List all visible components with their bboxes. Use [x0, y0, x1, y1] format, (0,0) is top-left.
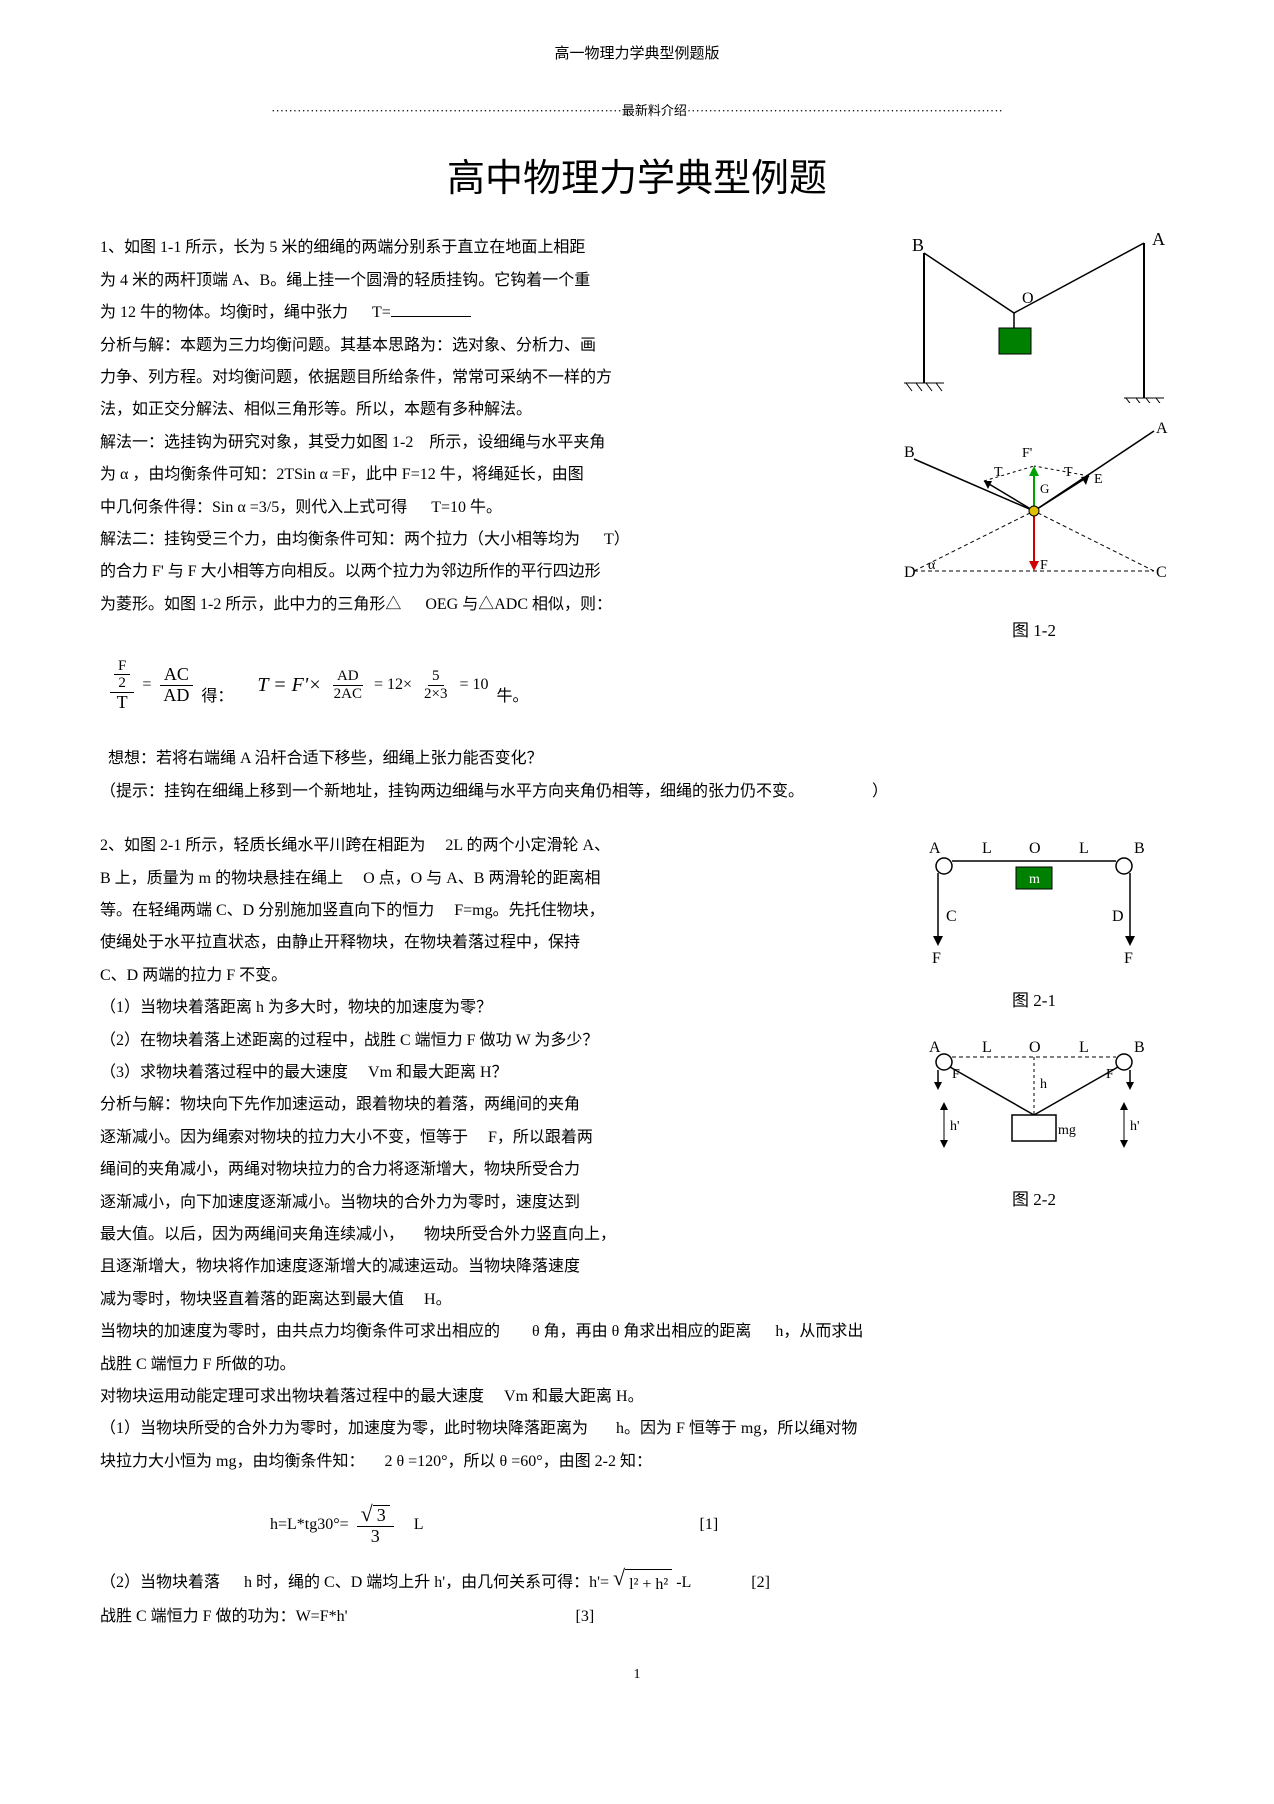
svg-text:B: B — [912, 235, 924, 255]
svg-text:F: F — [1106, 1067, 1114, 1082]
svg-text:A: A — [929, 840, 941, 857]
p1-line: 解法二：挂钩受三个力，由均衡条件可知：两个拉力（大小相等均为 T） — [100, 525, 874, 555]
svg-text:B: B — [1134, 840, 1145, 857]
p2-line: （2）在物块着落上述距离的过程中，战胜 C 端恒力 F 做功 W 为多少？ — [100, 1026, 874, 1056]
p2-line: 2、如图 2-1 所示，轻质长绳水平川跨在相距为 2L 的两个小定滑轮 A、 — [100, 831, 874, 861]
page-header: 高一物理力学典型例题版 — [100, 40, 1174, 69]
p1-think: 想想：若将右端绳 A 沿杆合适下移些，细绳上张力能否变化？ — [108, 744, 1174, 774]
svg-text:h: h — [1040, 1077, 1047, 1092]
svg-text:O: O — [1029, 840, 1041, 857]
svg-text:E: E — [1094, 472, 1103, 487]
answer-blank — [391, 301, 471, 317]
problem-2-block: 2、如图 2-1 所示，轻质长绳水平川跨在相距为 2L 的两个小定滑轮 A、 B… — [100, 831, 1174, 1284]
problem-1-block: 1、如图 1-1 所示，长为 5 米的细绳的两端分别系于直立在地面上相距 为 4… — [100, 233, 1174, 647]
figure-2-1: A B L O L C D m F F — [894, 831, 1174, 981]
svg-text:G: G — [1040, 481, 1049, 496]
svg-text:h': h' — [1130, 1119, 1140, 1134]
p2-line: 战胜 C 端恒力 F 所做的功。 — [100, 1350, 1174, 1380]
p2-eq2-line: （2）当物块着落 h 时，绳的 C、D 端均上升 h'，由几何关系可得：h'= … — [100, 1567, 1174, 1600]
p2-line: 当物块的加速度为零时，由共点力均衡条件可求出相应的 θ 角，再由 θ 角求出相应… — [100, 1317, 1174, 1347]
svg-text:L: L — [982, 840, 992, 857]
p2-eq1: h=L*tg30°= √3 3 L [1] — [270, 1503, 1174, 1547]
p2-line: 分析与解：物块向下先作加速运动，跟着物块的着落，两绳间的夹角 — [100, 1090, 874, 1120]
figure-2-2-caption: 图 2-2 — [894, 1184, 1174, 1216]
svg-text:F: F — [1040, 558, 1048, 573]
p2-line: 最大值。以后，因为两绳间夹角连续减小， 物块所受合外力竖直向上， — [100, 1220, 874, 1250]
svg-text:L: L — [1079, 840, 1089, 857]
svg-text:m: m — [1029, 872, 1040, 887]
svg-text:mg: mg — [1058, 1123, 1076, 1138]
p2-line: 绳间的夹角减小，两绳对物块拉力的合力将逐渐增大，物块所受合力 — [100, 1155, 874, 1185]
p2-line: 等。在轻绳两端 C、D 分别施加竖直向下的恒力 F=mg。先托住物块， — [100, 896, 874, 926]
p2-line: 逐渐减小。因为绳索对物块的拉力大小不变，恒等于 F，所以跟着两 — [100, 1123, 874, 1153]
p1-hint: （提示：挂钩在细绳上移到一个新地址，挂钩两边细绳与水平方向夹角仍相等，细绳的张力… — [100, 777, 1174, 807]
p2-line: B 上，质量为 m 的物块悬挂在绳上 O 点，O 与 A、B 两滑轮的距离相 — [100, 864, 874, 894]
figure-1-2: B A C D E F F' G T T α — [894, 421, 1174, 611]
p1-line: 的合力 F' 与 F 大小相等方向相反。以两个拉力为邻边所作的平行四边形 — [100, 557, 874, 587]
svg-text:L: L — [982, 1039, 992, 1056]
svg-text:A: A — [1156, 421, 1168, 437]
svg-text:O: O — [1029, 1039, 1041, 1056]
p2-line: 逐渐减小，向下加速度逐渐减小。当物块的合外力为零时，速度达到 — [100, 1188, 874, 1218]
page-number: 1 — [100, 1662, 1174, 1689]
svg-text:A: A — [1152, 233, 1165, 249]
p2-eq3-line: 战胜 C 端恒力 F 做的功为：W=F*h' [3] — [100, 1602, 1174, 1632]
svg-text:O: O — [1022, 290, 1034, 307]
p1-line: 为菱形。如图 1-2 所示，此中力的三角形△ OEG 与△ADC 相似，则： — [100, 590, 874, 620]
svg-text:T: T — [1064, 465, 1073, 480]
p2-line: 对物块运用动能定理可求出物块着落过程中的最大速度 Vm 和最大距离 H。 — [100, 1382, 1174, 1412]
main-title: 高中物理力学典型例题 — [100, 143, 1174, 215]
svg-text:C: C — [946, 908, 957, 925]
svg-text:h': h' — [950, 1119, 960, 1134]
p1-line: 力争、列方程。对均衡问题，依据题目所给条件，常常可采纳不一样的方 — [100, 363, 874, 393]
divider-dotted: ········································… — [100, 99, 1174, 124]
svg-text:F: F — [932, 950, 941, 967]
figure-1-1: B A O — [894, 233, 1174, 403]
p1-line: 中几何条件得：Sin α =3/5，则代入上式可得 T=10 牛。 — [100, 493, 874, 523]
p2-line: 减为零时，物块竖直着落的距离达到最大值 H。 — [100, 1285, 1174, 1315]
svg-text:C: C — [1156, 564, 1167, 581]
p2-line: 使绳处于水平拉直状态，由静止开释物块，在物块着落过程中，保持 — [100, 928, 874, 958]
svg-text:α: α — [928, 558, 936, 573]
figure-2-2: A B L O L F F h h' h' mg — [894, 1030, 1174, 1180]
p2-line: （1）当物块所受的合外力为零时，加速度为零，此时物块降落距离为 h。因为 F 恒… — [100, 1414, 1174, 1444]
svg-text:L: L — [1079, 1039, 1089, 1056]
svg-text:F: F — [1124, 950, 1133, 967]
p2-line: 且逐渐增大，物块将作加速度逐渐增大的减速运动。当物块降落速度 — [100, 1252, 874, 1282]
svg-text:B: B — [904, 444, 915, 461]
figure-2-1-caption: 图 2-1 — [894, 985, 1174, 1017]
p2-line: 块拉力大小恒为 mg，由均衡条件知： 2 θ =120°，所以 θ =60°，由… — [100, 1447, 1174, 1477]
p1-formula: F2 T = ACAD 得： T = F'× AD2AC = 12× 52×3 … — [110, 658, 1174, 713]
svg-text:D: D — [1112, 908, 1124, 925]
p1-line: 分析与解：本题为三力均衡问题。其基本思路为：选对象、分析力、画 — [100, 331, 874, 361]
svg-text:B: B — [1134, 1039, 1145, 1056]
svg-text:T: T — [994, 465, 1003, 480]
svg-text:A: A — [929, 1039, 941, 1056]
p2-line: （1）当物块着落距离 h 为多大时，物块的加速度为零？ — [100, 993, 874, 1023]
p2-line: （3）求物块着落过程中的最大速度 Vm 和最大距离 H？ — [100, 1058, 874, 1088]
figure-1-2-caption: 图 1-2 — [894, 615, 1174, 647]
p2-line: C、D 两端的拉力 F 不变。 — [100, 961, 874, 991]
p1-line: 为 α ，由均衡条件可知：2TSin α =F，此中 F=12 牛，将绳延长，由… — [100, 460, 874, 490]
svg-text:F': F' — [1022, 446, 1032, 461]
p1-line: 解法一：选挂钩为研究对象，其受力如图 1-2 所示，设细绳与水平夹角 — [100, 428, 874, 458]
p1-line: 为 12 牛的物体。均衡时，绳中张力 T= — [100, 298, 874, 328]
p1-line: 1、如图 1-1 所示，长为 5 米的细绳的两端分别系于直立在地面上相距 — [100, 233, 874, 263]
p1-line: 法，如正交分解法、相似三角形等。所以，本题有多种解法。 — [100, 395, 874, 425]
svg-text:D: D — [904, 564, 916, 581]
p1-line: 为 4 米的两杆顶端 A、B。绳上挂一个圆滑的轻质挂钩。它钩着一个重 — [100, 266, 874, 296]
svg-text:F: F — [952, 1067, 960, 1082]
